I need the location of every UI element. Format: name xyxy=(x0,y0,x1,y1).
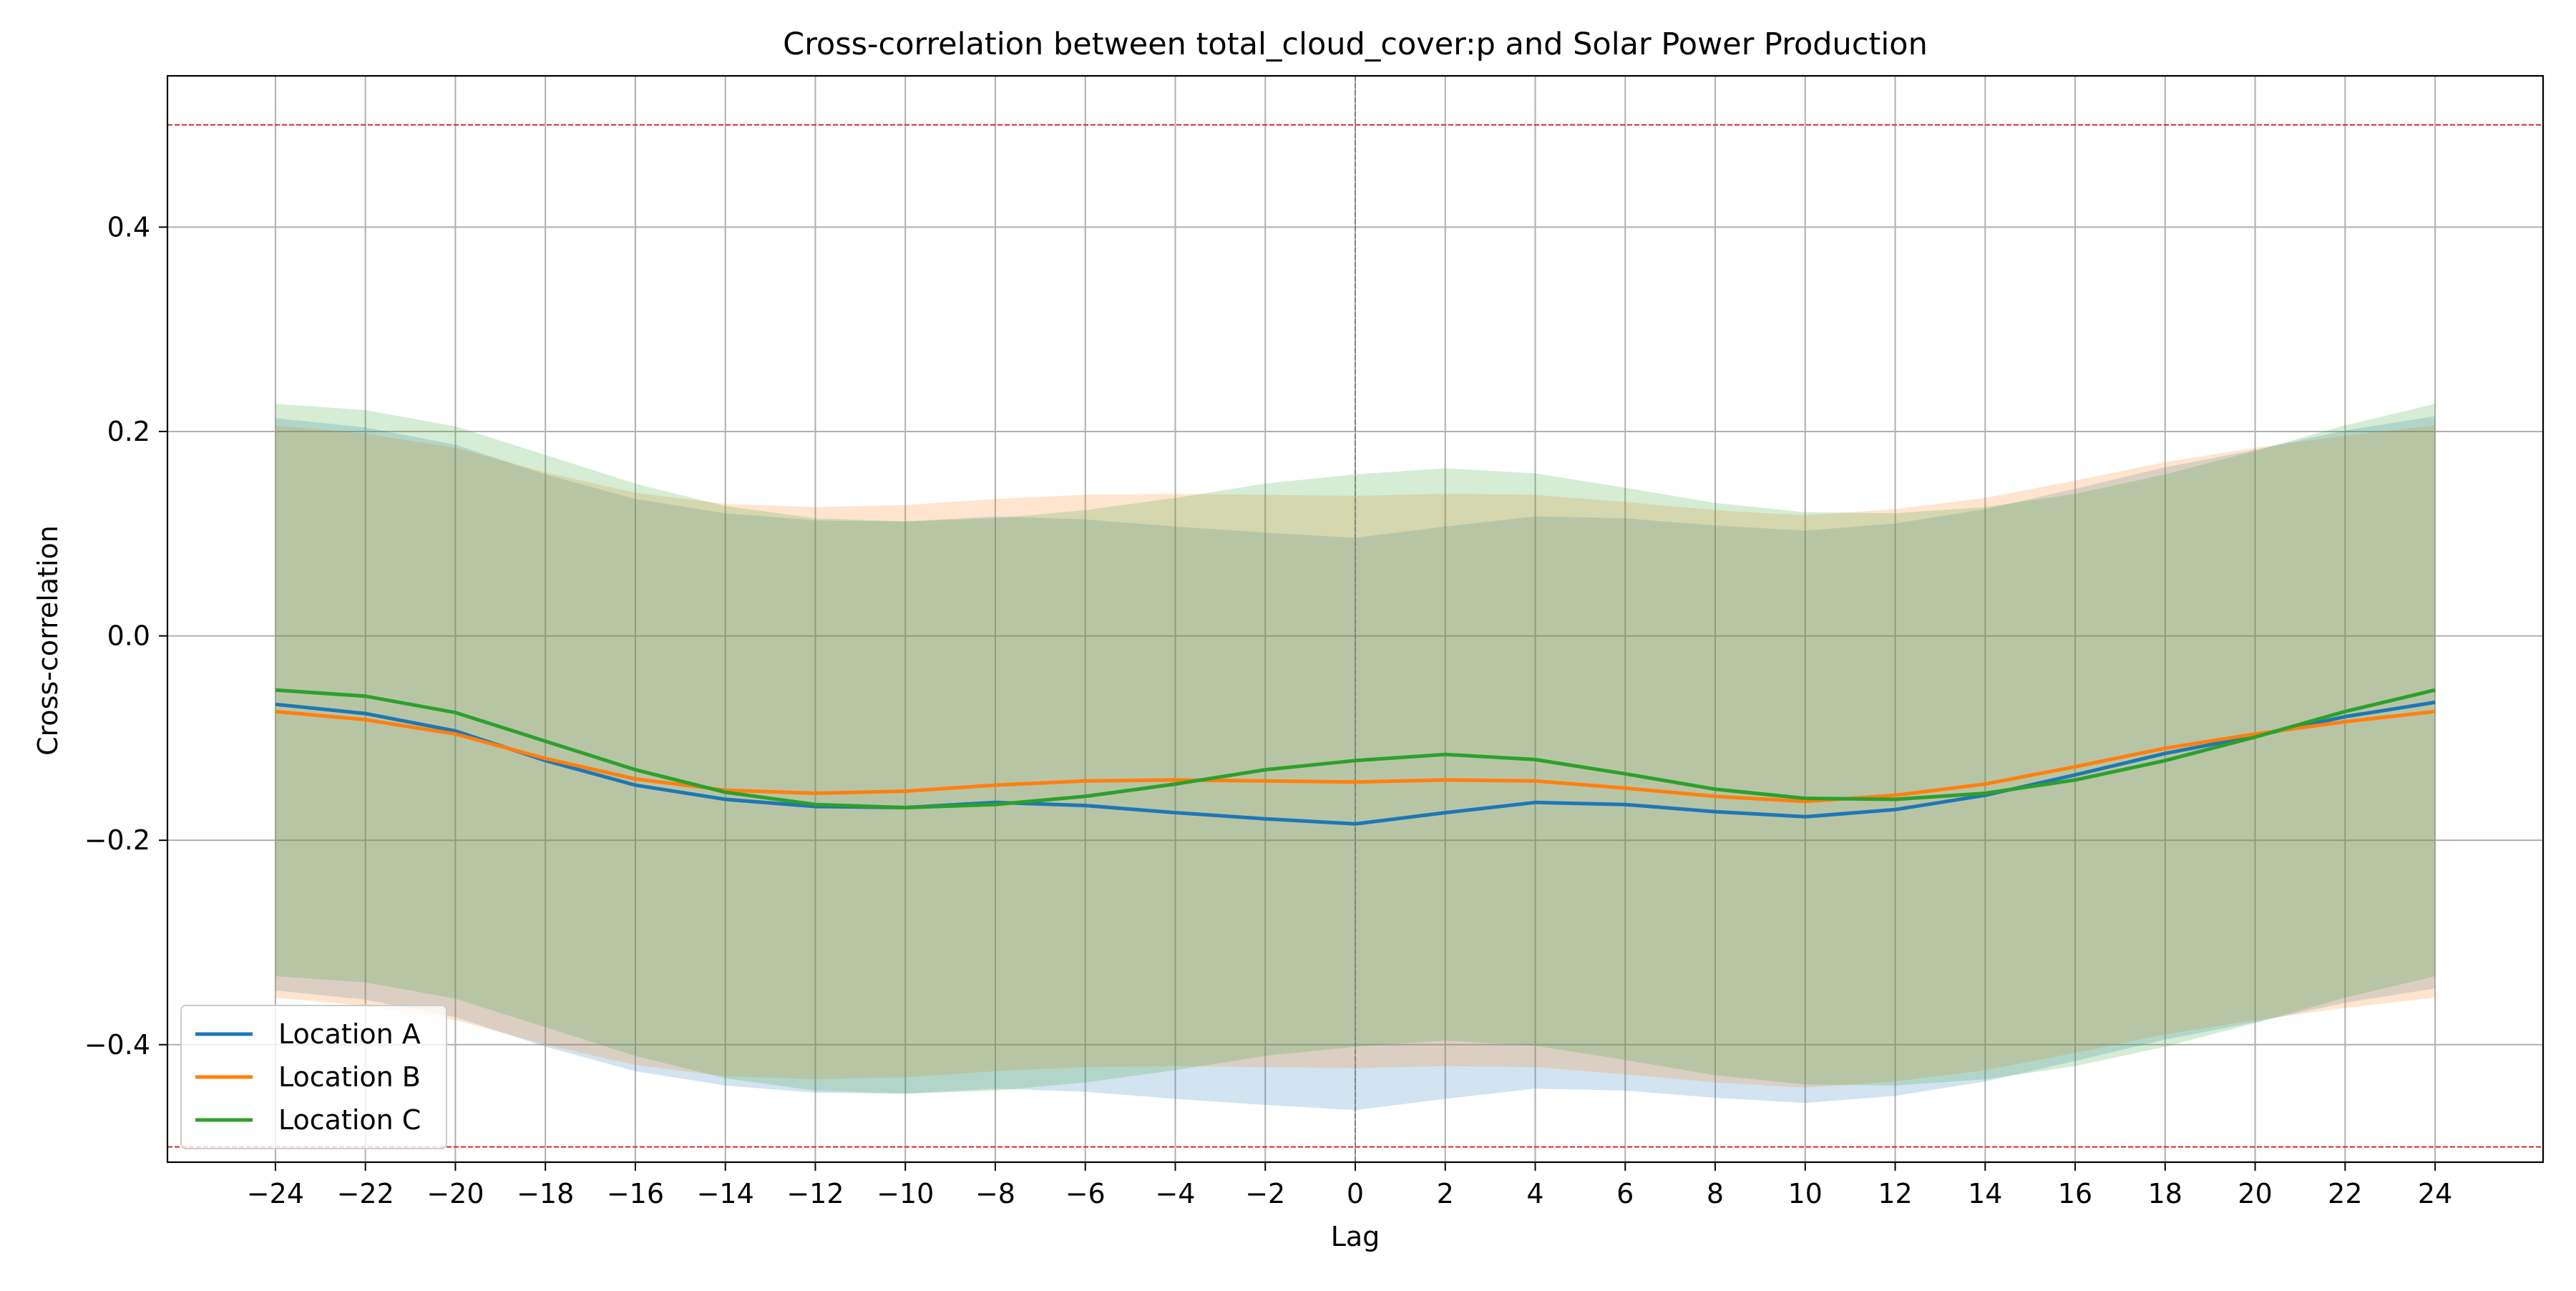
y-tick-label: 0.4 xyxy=(107,211,150,243)
x-tick-label: −16 xyxy=(607,1178,664,1209)
legend: Location A Location B Location C xyxy=(180,1005,447,1149)
x-tick-label: 14 xyxy=(1968,1178,2002,1209)
x-tick-label: 0 xyxy=(1347,1178,1364,1209)
series-lines xyxy=(275,688,2436,826)
x-tick-label: −4 xyxy=(1155,1178,1195,1209)
x-tick-label: 6 xyxy=(1616,1178,1634,1209)
x-axis-ticks: −24 −22 −20 −18 −16 −14 −12 −10 −8 −6 −4 −2 0 2 4 6 8 10 1… xyxy=(247,1162,2452,1209)
x-tick-label: 12 xyxy=(1878,1178,1912,1209)
grid-lines xyxy=(167,76,2543,1162)
series-line xyxy=(275,709,2436,804)
x-tick-label: −24 xyxy=(247,1178,304,1209)
x-tick-label: 8 xyxy=(1707,1178,1724,1209)
x-tick-label: 16 xyxy=(2058,1178,2092,1209)
y-tick-label: −0.2 xyxy=(84,824,150,856)
x-tick-label: −20 xyxy=(426,1178,484,1209)
x-tick-label: 2 xyxy=(1437,1178,1454,1209)
x-tick-label: −6 xyxy=(1065,1178,1106,1209)
x-tick-label: −18 xyxy=(517,1178,574,1209)
x-tick-label: 20 xyxy=(2238,1178,2272,1209)
y-axis-ticks: −0.4 −0.2 0.0 0.2 0.4 xyxy=(84,211,167,1061)
reference-lines xyxy=(167,76,2543,1162)
x-tick-label: 24 xyxy=(2418,1178,2452,1209)
y-tick-label: 0.2 xyxy=(107,416,150,447)
series-line xyxy=(275,688,2436,809)
x-tick-label: −14 xyxy=(697,1178,754,1209)
x-tick-label: 4 xyxy=(1526,1178,1543,1209)
x-tick-label: −2 xyxy=(1245,1178,1285,1209)
legend-box xyxy=(180,1005,447,1149)
x-tick-label: 22 xyxy=(2328,1178,2362,1209)
legend-label: Location A xyxy=(278,1018,421,1050)
y-tick-label: −0.4 xyxy=(84,1029,150,1061)
x-tick-label: −8 xyxy=(975,1178,1015,1209)
x-tick-label: −10 xyxy=(877,1178,934,1209)
legend-label: Location C xyxy=(278,1104,421,1136)
x-tick-label: 18 xyxy=(2148,1178,2182,1209)
series-line xyxy=(275,700,2436,826)
y-axis-label: Cross-correlation xyxy=(32,525,64,756)
chart-title: Cross-correlation between total_cloud_co… xyxy=(783,26,1928,62)
x-tick-label: −12 xyxy=(786,1178,844,1209)
legend-label: Location B xyxy=(278,1061,421,1093)
y-tick-label: 0.0 xyxy=(107,620,150,652)
x-tick-label: 10 xyxy=(1788,1178,1823,1209)
x-axis-label: Lag xyxy=(1331,1221,1380,1252)
x-tick-label: −22 xyxy=(337,1178,394,1209)
